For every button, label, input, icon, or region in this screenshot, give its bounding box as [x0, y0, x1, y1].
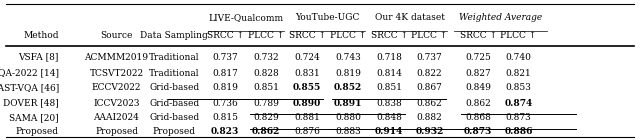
- Text: 0.849: 0.849: [465, 83, 491, 93]
- Text: 0.737: 0.737: [417, 52, 442, 61]
- Text: TCSVT2022: TCSVT2022: [90, 68, 143, 78]
- Text: 0.831: 0.831: [294, 68, 320, 78]
- Text: 0.851: 0.851: [376, 83, 402, 93]
- Text: Traditional: Traditional: [149, 52, 199, 61]
- Text: Traditional: Traditional: [149, 68, 199, 78]
- Text: 0.868: 0.868: [465, 114, 491, 122]
- Text: 0.880: 0.880: [335, 114, 361, 122]
- Text: VSFA [8]: VSFA [8]: [19, 52, 59, 61]
- Text: 0.851: 0.851: [253, 83, 279, 93]
- Text: 0.789: 0.789: [253, 99, 279, 108]
- Text: 0.862: 0.862: [252, 127, 280, 136]
- Text: FAST-VQA [46]: FAST-VQA [46]: [0, 83, 59, 93]
- Text: YouTube-UGC: YouTube-UGC: [296, 13, 360, 23]
- Text: 0.829: 0.829: [253, 114, 279, 122]
- Text: ACMMM2019: ACMMM2019: [84, 52, 148, 61]
- Text: PLCC ↑: PLCC ↑: [412, 31, 447, 39]
- Text: 0.821: 0.821: [506, 68, 531, 78]
- Text: 0.823: 0.823: [211, 127, 239, 136]
- Text: 0.886: 0.886: [504, 127, 532, 136]
- Text: 0.814: 0.814: [376, 68, 402, 78]
- Text: SRCC ↑: SRCC ↑: [460, 31, 497, 39]
- Text: 0.822: 0.822: [417, 68, 442, 78]
- Text: 0.743: 0.743: [335, 52, 361, 61]
- Text: SRCC ↑: SRCC ↑: [289, 31, 326, 39]
- Text: 0.873: 0.873: [464, 127, 492, 136]
- Text: BVQA-2022 [14]: BVQA-2022 [14]: [0, 68, 59, 78]
- Text: 0.740: 0.740: [506, 52, 531, 61]
- Text: 0.883: 0.883: [335, 127, 361, 136]
- Text: SRCC ↑: SRCC ↑: [371, 31, 408, 39]
- Text: Source: Source: [100, 31, 132, 39]
- Text: 0.838: 0.838: [376, 99, 402, 108]
- Text: 0.819: 0.819: [212, 83, 238, 93]
- Text: 0.876: 0.876: [294, 127, 320, 136]
- Text: 0.737: 0.737: [212, 52, 238, 61]
- Text: 0.827: 0.827: [465, 68, 491, 78]
- Text: 0.862: 0.862: [417, 99, 442, 108]
- Text: AAAI2024: AAAI2024: [93, 114, 140, 122]
- Text: 0.815: 0.815: [212, 114, 238, 122]
- Text: Grid-based: Grid-based: [149, 99, 199, 108]
- Text: 0.874: 0.874: [504, 99, 532, 108]
- Text: 0.862: 0.862: [465, 99, 491, 108]
- Text: 0.891: 0.891: [334, 99, 362, 108]
- Text: 0.725: 0.725: [465, 52, 491, 61]
- Text: ICCV2023: ICCV2023: [93, 99, 140, 108]
- Text: 0.853: 0.853: [506, 83, 531, 93]
- Text: 0.736: 0.736: [212, 99, 238, 108]
- Text: 0.724: 0.724: [294, 52, 320, 61]
- Text: SAMA [20]: SAMA [20]: [9, 114, 59, 122]
- Text: Grid-based: Grid-based: [149, 114, 199, 122]
- Text: PLCC ↑: PLCC ↑: [248, 31, 284, 39]
- Text: 0.852: 0.852: [334, 83, 362, 93]
- Text: PLCC ↑: PLCC ↑: [500, 31, 536, 39]
- Text: Grid-based: Grid-based: [149, 83, 199, 93]
- Text: Proposed: Proposed: [152, 127, 196, 136]
- Text: 0.848: 0.848: [376, 114, 402, 122]
- Text: 0.881: 0.881: [294, 114, 320, 122]
- Text: Our 4K dataset: Our 4K dataset: [374, 13, 445, 23]
- Text: 0.732: 0.732: [253, 52, 279, 61]
- Text: LIVE-Qualcomm: LIVE-Qualcomm: [208, 13, 284, 23]
- Text: PLCC ↑: PLCC ↑: [330, 31, 366, 39]
- Text: Method: Method: [24, 31, 59, 39]
- Text: 0.873: 0.873: [506, 114, 531, 122]
- Text: 0.828: 0.828: [253, 68, 279, 78]
- Text: 0.867: 0.867: [417, 83, 442, 93]
- Text: Data Sampling: Data Sampling: [140, 31, 208, 39]
- Text: 0.855: 0.855: [293, 83, 321, 93]
- Text: DOVER [48]: DOVER [48]: [3, 99, 59, 108]
- Text: 0.817: 0.817: [212, 68, 238, 78]
- Text: 0.914: 0.914: [375, 127, 403, 136]
- Text: Weighted Average: Weighted Average: [459, 13, 542, 23]
- Text: 0.718: 0.718: [376, 52, 402, 61]
- Text: Proposed: Proposed: [16, 127, 59, 136]
- Text: 0.819: 0.819: [335, 68, 361, 78]
- Text: 0.932: 0.932: [415, 127, 444, 136]
- Text: 0.890: 0.890: [293, 99, 321, 108]
- Text: SRCC ↑: SRCC ↑: [207, 31, 244, 39]
- Text: Proposed: Proposed: [95, 127, 138, 136]
- Text: ECCV2022: ECCV2022: [92, 83, 141, 93]
- Text: 0.882: 0.882: [417, 114, 442, 122]
